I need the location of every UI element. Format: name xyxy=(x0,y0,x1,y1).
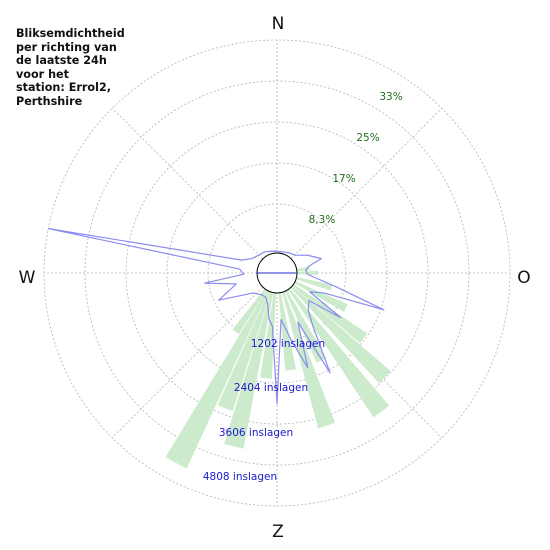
grid-spoke xyxy=(111,286,264,439)
density-wedges xyxy=(165,266,391,469)
center-marker xyxy=(256,252,298,294)
count-tick-label: 4808 inslagen xyxy=(203,471,277,483)
density-wedge xyxy=(285,290,327,363)
chart-title: Bliksemdichtheid per richting van de laa… xyxy=(16,27,125,108)
count-tick-label: 1202 inslagen xyxy=(251,338,325,350)
strike-count-path xyxy=(48,228,385,405)
percent-tick-label: 17% xyxy=(332,173,355,185)
compass-west: W xyxy=(19,268,36,288)
compass-south: Z xyxy=(272,522,284,542)
count-tick-label: 3606 inslagen xyxy=(219,427,293,439)
density-wedge xyxy=(217,291,271,412)
grid-ring xyxy=(125,121,429,425)
density-wedge xyxy=(260,292,277,379)
density-wedge xyxy=(290,286,391,384)
strike-count-line xyxy=(48,228,385,405)
grid-spoke xyxy=(290,286,443,439)
compass-north: N xyxy=(272,14,285,34)
axis-labels: N O Z W 8,3% 17% 25% 33% 1202 inslagen 2… xyxy=(19,14,531,542)
percent-tick-label: 25% xyxy=(356,132,379,144)
count-tick-label: 2404 inslagen xyxy=(234,382,308,394)
polar-grid xyxy=(43,39,511,507)
density-wedge xyxy=(294,281,348,312)
density-wedge xyxy=(282,291,336,429)
density-wedge xyxy=(288,288,390,418)
percent-tick-label: 8,3% xyxy=(309,214,336,226)
percent-tick-label: 33% xyxy=(379,91,402,103)
density-wedge xyxy=(224,292,274,449)
density-wedge xyxy=(295,277,333,291)
density-wedge xyxy=(165,290,269,469)
grid-spoke xyxy=(111,107,264,260)
density-wedge xyxy=(232,288,267,335)
density-wedge xyxy=(292,284,368,344)
grid-spoke xyxy=(290,107,443,260)
compass-east: O xyxy=(517,268,530,288)
